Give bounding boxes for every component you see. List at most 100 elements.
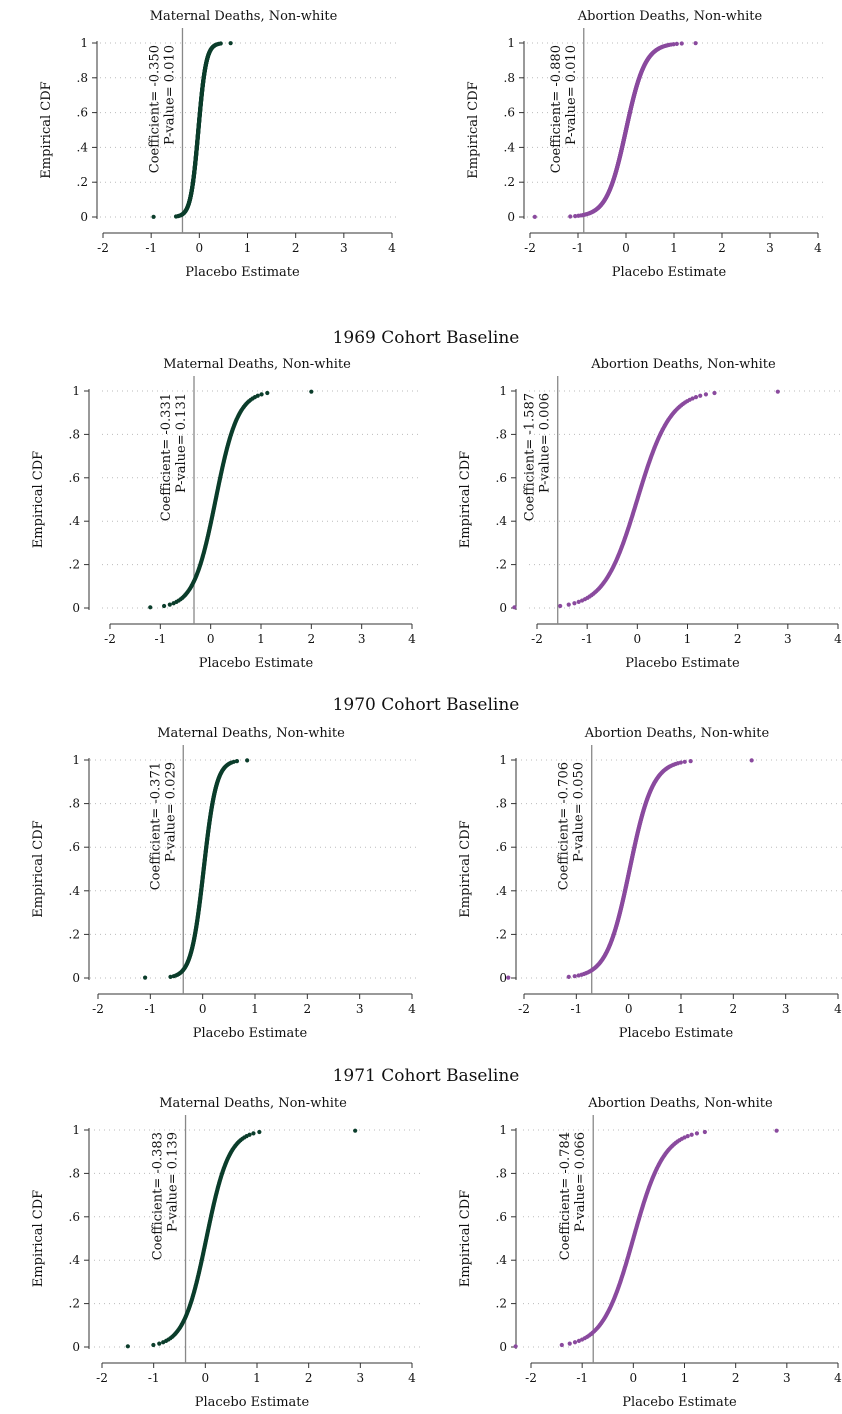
xtick-label: 1: [244, 241, 252, 255]
xtick-label: 3: [783, 1371, 791, 1385]
cdf-point: [682, 1135, 687, 1140]
ytick-label: .8: [496, 427, 507, 441]
xtick-label: 0: [634, 632, 642, 646]
cdf-point: [151, 1342, 156, 1348]
cdf-point: [162, 603, 167, 609]
y-axis-label: Empirical CDF: [458, 820, 473, 917]
chart-title: Abortion Deaths, Non-white: [577, 9, 763, 24]
cdf-chart-r2-abortion: Abortion Deaths, Non-white 0 .2 .4 .6 .8 1 -2 -1…: [458, 726, 842, 1041]
coefficient-annotation: Coefficient= -0.371: [148, 762, 163, 890]
y-axis-label: Empirical CDF: [458, 1190, 473, 1287]
xtick-label: 3: [358, 632, 366, 646]
xtick-label: 0: [622, 241, 630, 255]
xtick-label: 0: [202, 1371, 210, 1385]
cdf-point: [245, 758, 250, 763]
ytick-label: 1: [72, 753, 80, 767]
cdf-point: [168, 974, 173, 980]
xtick-label: 4: [388, 241, 396, 255]
panel-title-1971: 1971 Cohort Baseline: [333, 1066, 520, 1086]
ytick-label: .4: [69, 884, 81, 898]
ytick-label: .6: [496, 840, 507, 854]
cdf-point: [125, 1344, 130, 1349]
y-axis-label: Empirical CDF: [31, 820, 46, 917]
panel-title-1969: 1969 Cohort Baseline: [333, 328, 520, 348]
cdf-points: [506, 758, 754, 980]
ytick-label: 1: [72, 1123, 80, 1137]
y-axis-label: Empirical CDF: [31, 1190, 46, 1287]
xtick-label: 3: [784, 632, 792, 646]
xtick-label: 0: [196, 241, 204, 255]
ytick-label: .2: [496, 558, 507, 572]
coefficient-annotation: Coefficient= -0.784: [558, 1132, 573, 1260]
x-axis-label: Placebo Estimate: [619, 1026, 734, 1041]
pvalue-annotation: P-value= 0.029: [163, 762, 178, 862]
xtick-label: -2: [104, 632, 116, 646]
xtick-label: 2: [305, 1371, 313, 1385]
xtick-label: 0: [625, 1002, 633, 1016]
y-axis-label: Empirical CDF: [458, 451, 473, 548]
ytick-label: .4: [504, 140, 516, 154]
xtick-label: -1: [581, 632, 593, 646]
ytick-label: 1: [80, 36, 88, 50]
pvalue-annotation: P-value= 0.006: [538, 393, 553, 493]
xtick-label: 4: [834, 1002, 842, 1016]
cdf-point: [688, 758, 693, 764]
cdf-points: [513, 1128, 779, 1349]
cdf-point: [143, 975, 148, 980]
cdf-point: [228, 41, 233, 46]
ytick-label: 0: [507, 210, 515, 224]
ytick-label: .4: [69, 514, 81, 528]
xtick-label: -1: [576, 1371, 588, 1385]
ytick-label: .6: [496, 1210, 507, 1224]
cdf-point: [167, 602, 172, 607]
cdf-point: [671, 42, 676, 47]
xtick-label: 4: [408, 632, 416, 646]
ytick-label: .8: [496, 1166, 507, 1180]
chart-title: Abortion Deaths, Non-white: [590, 357, 776, 372]
xtick-label: -2: [97, 241, 109, 255]
cdf-chart-r2-maternal: Maternal Deaths, Non-white 0 .2 .4 .6 .8 1 -2 -1…: [31, 726, 420, 1041]
chart-title: Abortion Deaths, Non-white: [587, 1096, 773, 1111]
ytick-label: 0: [72, 1340, 80, 1354]
ytick-label: .8: [69, 1166, 80, 1180]
xtick-label: 2: [718, 241, 726, 255]
x-axis-label: Placebo Estimate: [612, 265, 727, 280]
xtick-label: 2: [308, 632, 316, 646]
ytick-label: .2: [504, 175, 515, 189]
ytick-label: 1: [72, 384, 80, 398]
pvalue-annotation: P-value= 0.010: [564, 45, 579, 145]
xtick-label: -1: [154, 632, 166, 646]
ytick-label: .6: [69, 471, 80, 485]
ytick-label: 0: [499, 1340, 507, 1354]
cdf-point: [255, 393, 260, 398]
xtick-label: 4: [814, 241, 822, 255]
xtick-label: -1: [145, 241, 157, 255]
cdf-point: [231, 759, 236, 764]
cdf-point: [566, 602, 571, 607]
ytick-label: 1: [499, 753, 507, 767]
x-axis-label: Placebo Estimate: [193, 1026, 308, 1041]
cdf-point: [679, 41, 684, 46]
cdf-chart-r1-abortion: Abortion Deaths, Non-white 0 .2 .4 .6 .8 1 -2 -1…: [458, 357, 842, 671]
cdf-point: [566, 974, 571, 980]
cdf-chart-r0-abortion: Abortion Deaths, Non-white 0 .2 .4 .6 .8 1 -2 -1…: [466, 9, 826, 280]
chart-title: Maternal Deaths, Non-white: [150, 9, 338, 24]
coefficient-annotation: Coefficient= -1.587: [523, 393, 538, 521]
ytick-label: .2: [69, 558, 80, 572]
cdf-point: [567, 1341, 572, 1346]
xtick-label: -2: [92, 1002, 104, 1016]
x-axis-label: Placebo Estimate: [199, 656, 314, 671]
cdf-point: [157, 1341, 162, 1346]
cdf-point: [694, 1131, 700, 1136]
xtick-label: 3: [357, 1371, 365, 1385]
ytick-label: .6: [504, 106, 515, 120]
xtick-label: 1: [253, 1371, 261, 1385]
cdf-point: [774, 1128, 779, 1133]
coefficient-annotation: Coefficient= -0.880: [549, 45, 564, 173]
cdf-points: [148, 389, 314, 610]
coefficient-annotation: Coefficient= -0.383: [151, 1132, 166, 1260]
cdf-point: [309, 389, 314, 394]
pvalue-annotation: P-value= 0.131: [174, 393, 189, 493]
panel-title-1970: 1970 Cohort Baseline: [333, 695, 520, 715]
